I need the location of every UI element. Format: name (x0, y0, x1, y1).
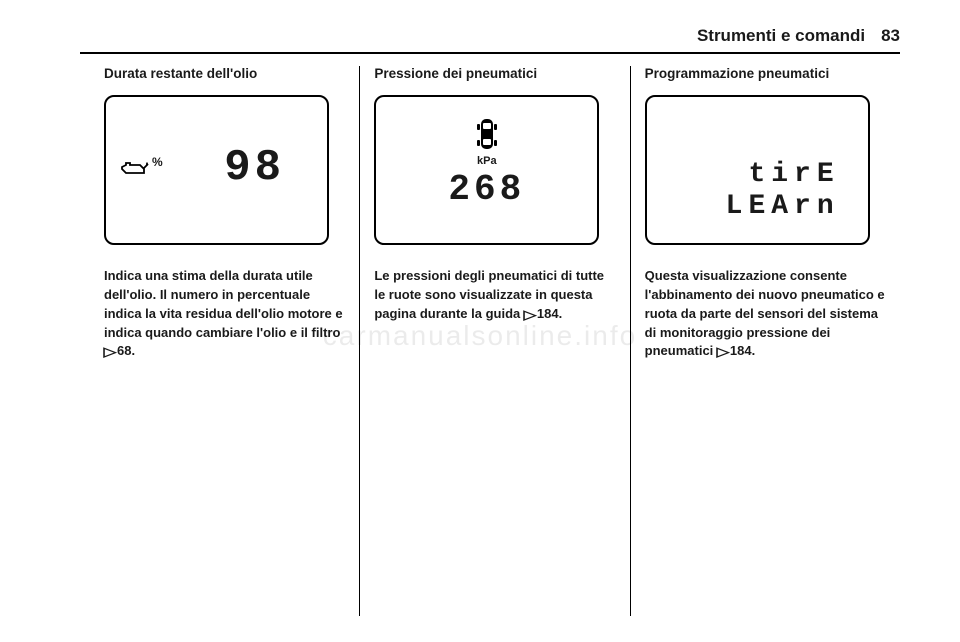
percent-label: % (152, 155, 163, 169)
learn-text-pre: Questa visualizzazione consente l'abbina… (645, 268, 885, 358)
pressure-value: 268 (376, 169, 597, 210)
learn-display: tirE LEArn (645, 95, 870, 245)
column-oil-life: Durata restante dell'olio % 98 Indica un… (90, 66, 359, 616)
oil-ref: 68 (117, 343, 131, 358)
oil-heading: Durata restante dell'olio (104, 66, 345, 81)
pressure-text-pre: Le pressioni degli pneumatici di tutte l… (374, 268, 604, 321)
oil-body-text: Indica una stima della durata utile dell… (104, 267, 345, 361)
car-top-icon (474, 115, 500, 160)
learn-line2: LEArn (647, 191, 840, 222)
column-tire-learn: Programmazione pneumatici tirE LEArn Que… (630, 66, 900, 616)
column-tire-pressure: Pressione dei pneumatici kPa 268 (359, 66, 629, 616)
learn-ref: 184 (730, 343, 752, 358)
pressure-ref: 184 (537, 306, 559, 321)
manual-page: Strumenti e comandi 83 carmanualsonline.… (0, 0, 960, 642)
oil-can-icon (120, 159, 150, 182)
content-columns: Durata restante dell'olio % 98 Indica un… (90, 66, 900, 616)
oil-display: % 98 (104, 95, 329, 245)
oil-text-pre: Indica una stima della durata utile dell… (104, 268, 343, 340)
page-header: Strumenti e comandi 83 (80, 26, 900, 46)
page-ref-icon: ▷ (104, 343, 117, 362)
learn-body-text: Questa visualizzazione consente l'abbina… (645, 267, 886, 361)
oil-value: 98 (224, 143, 285, 193)
header-rule (80, 52, 900, 54)
pressure-unit: kPa (477, 155, 497, 167)
learn-heading: Programmazione pneumatici (645, 66, 886, 81)
chapter-title: Strumenti e comandi (697, 26, 865, 46)
learn-line1: tirE (647, 159, 840, 190)
page-ref-icon: ▷ (523, 306, 536, 325)
learn-text-post: . (752, 343, 756, 358)
pressure-heading: Pressione dei pneumatici (374, 66, 615, 81)
pressure-display: kPa 268 (374, 95, 599, 245)
oil-text-post: . (131, 343, 135, 358)
pressure-body-text: Le pressioni degli pneumatici di tutte l… (374, 267, 615, 324)
page-number: 83 (881, 26, 900, 46)
page-ref-icon: ▷ (716, 343, 729, 362)
pressure-text-post: . (559, 306, 563, 321)
